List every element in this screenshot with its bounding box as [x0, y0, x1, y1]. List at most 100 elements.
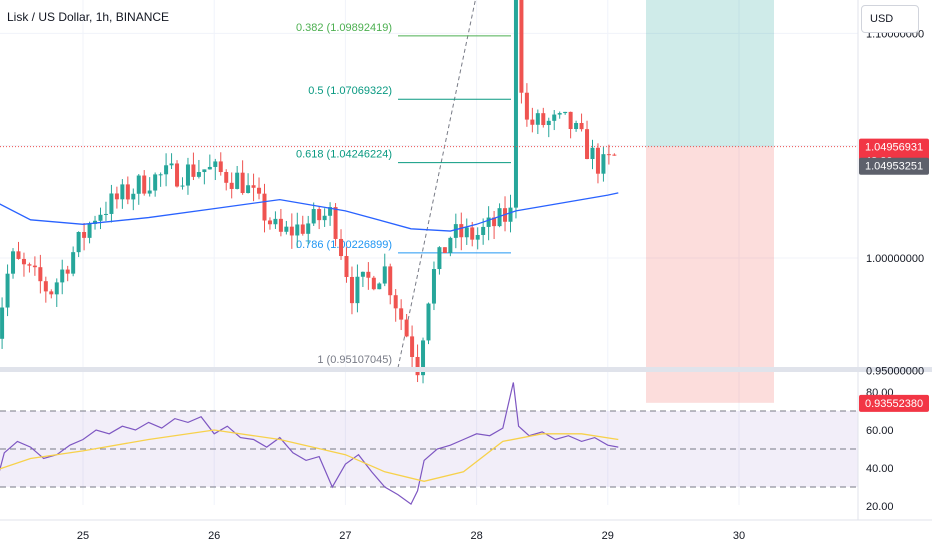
- candle-body: [207, 166, 212, 170]
- candle-body: [71, 252, 76, 274]
- candle-body: [164, 165, 169, 175]
- ma-price-label: [859, 157, 929, 175]
- candle-body: [109, 193, 114, 214]
- candle-body: [93, 220, 98, 224]
- candle-body: [213, 161, 218, 167]
- candle-body: [65, 269, 70, 274]
- candle-body: [442, 247, 447, 254]
- last-price-label-text: 1.04956931: [865, 142, 923, 154]
- candle-body: [344, 256, 349, 277]
- candle-body: [366, 271, 371, 278]
- candle-body: [125, 184, 130, 200]
- candle-body: [311, 209, 316, 224]
- candle-body: [612, 154, 617, 156]
- candle-body: [246, 185, 251, 194]
- candle-body: [202, 169, 207, 173]
- price-axis-tick: 0.95000000: [866, 365, 924, 377]
- fib-level-label: 0.618 (1.04246224): [296, 149, 392, 161]
- candle-body: [371, 277, 376, 290]
- time-axis-tick: 30: [733, 530, 745, 542]
- rsi-ma-line: [0, 429, 619, 482]
- time-axis-tick: 29: [602, 530, 614, 542]
- stop-price-label-text: 0.93552380: [865, 398, 923, 410]
- candle-body: [557, 113, 562, 115]
- candle-body: [82, 232, 87, 238]
- candle-body: [437, 247, 442, 270]
- candle-body: [218, 161, 223, 173]
- candle-body: [180, 185, 185, 187]
- candle-body: [399, 308, 404, 320]
- rsi-axis-tick: 60.00: [866, 425, 894, 437]
- candle-body: [240, 172, 245, 194]
- candle-body: [497, 208, 502, 227]
- target-zone: [646, 0, 774, 147]
- candle-body: [421, 340, 426, 376]
- rsi-axis-tick: 20.00: [866, 501, 894, 513]
- candle-body: [5, 273, 10, 308]
- rsi-line: [0, 382, 619, 506]
- chart-title: Lisk / US Dollar, 1h, BINANCE: [7, 10, 169, 24]
- candle-body: [404, 319, 409, 337]
- candle-body: [426, 303, 431, 341]
- candle-body: [535, 113, 540, 125]
- candle-body: [492, 217, 497, 227]
- candle-body: [464, 227, 469, 238]
- candle-body: [415, 356, 420, 376]
- candle-body: [153, 174, 158, 191]
- candle-body: [235, 172, 240, 189]
- candle-body: [267, 220, 272, 225]
- candle-body: [131, 193, 136, 200]
- candle-body: [273, 218, 278, 225]
- candle-body: [328, 207, 333, 216]
- candle-body: [38, 267, 43, 282]
- candle-body: [196, 172, 201, 177]
- candle-body: [601, 154, 606, 174]
- pane-divider: [0, 367, 932, 372]
- candle-body: [519, 0, 524, 93]
- candle-body: [590, 147, 595, 160]
- candle-body: [568, 111, 573, 130]
- candle-body: [481, 226, 486, 235]
- candle-body: [513, 0, 518, 208]
- candle-body: [158, 174, 163, 176]
- candle-body: [524, 92, 529, 120]
- candle-body: [530, 119, 535, 125]
- candle-body: [169, 163, 174, 166]
- candle-body: [459, 224, 464, 238]
- candle-body: [0, 307, 5, 339]
- candle-body: [574, 122, 579, 130]
- candle-body: [453, 224, 458, 238]
- candle-body: [136, 175, 141, 194]
- fib-level-label: 1 (0.95107045): [317, 354, 392, 366]
- stop-price-label: [859, 394, 929, 412]
- candle-body: [322, 215, 327, 221]
- candle-body: [382, 266, 387, 284]
- candle-body: [508, 207, 513, 222]
- candle-body: [595, 147, 600, 174]
- candle-body: [284, 226, 289, 232]
- fib-trend-line: [397, 0, 476, 368]
- fib-level-label: 0.786 (1.00226899): [296, 239, 392, 251]
- candle-body: [360, 271, 365, 277]
- time-axis-tick: 26: [208, 530, 220, 542]
- currency-button[interactable]: USD: [861, 5, 919, 33]
- candle-body: [278, 218, 283, 232]
- candle-body: [60, 269, 65, 283]
- candle-body: [21, 258, 26, 265]
- candle-body: [333, 207, 338, 239]
- candle-body: [27, 264, 32, 266]
- candle-body: [229, 182, 234, 189]
- candle-body: [98, 214, 103, 221]
- candle-body: [563, 111, 568, 114]
- candle-body: [349, 276, 354, 304]
- candle-body: [289, 226, 294, 236]
- time-axis-tick: 28: [470, 530, 482, 542]
- candle-body: [224, 172, 229, 183]
- candle-body: [410, 336, 415, 357]
- candle-body: [147, 190, 152, 194]
- candle-body: [377, 283, 382, 290]
- rsi-axis-tick: 40.00: [866, 463, 894, 475]
- candle-body: [306, 223, 311, 234]
- candle-body: [300, 224, 305, 234]
